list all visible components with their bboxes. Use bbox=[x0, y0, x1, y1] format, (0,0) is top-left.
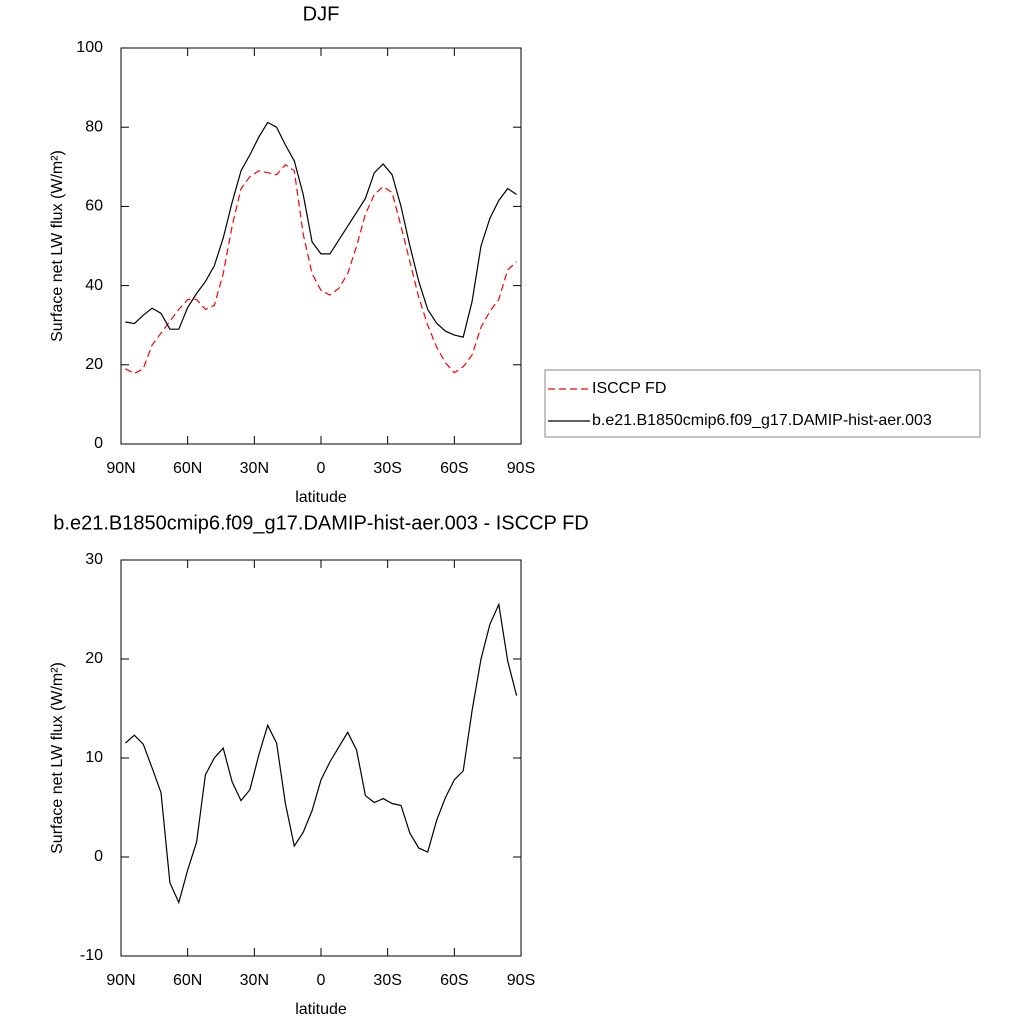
x-tick-label: 0 bbox=[317, 972, 326, 989]
legend-label: b.e21.B1850cmip6.f09_g17.DAMIP-hist-aer.… bbox=[592, 412, 932, 429]
y-tick-label: -10 bbox=[80, 947, 103, 964]
y-tick-label: 100 bbox=[76, 39, 103, 56]
y-tick-label: 20 bbox=[85, 650, 103, 667]
x-axis-label: latitude bbox=[295, 1001, 347, 1018]
x-tick-label: 60N bbox=[173, 972, 202, 989]
x-tick-label: 90N bbox=[106, 460, 135, 477]
x-tick-label: 30S bbox=[373, 972, 401, 989]
x-tick-label: 60N bbox=[173, 460, 202, 477]
data-line bbox=[125, 602, 518, 905]
y-axis-label: Surface net LW flux (W/m²) bbox=[49, 150, 66, 342]
y-tick-label: 80 bbox=[85, 118, 103, 135]
x-tick-label: 60S bbox=[440, 972, 468, 989]
x-tick-label: 30S bbox=[373, 460, 401, 477]
x-tick-label: 0 bbox=[317, 460, 326, 477]
legend-box bbox=[544, 369, 981, 438]
chart-title: DJF bbox=[303, 3, 340, 25]
x-tick-label: 30N bbox=[240, 460, 269, 477]
legend-label: ISCCP FD bbox=[592, 380, 666, 397]
y-tick-label: 0 bbox=[94, 848, 103, 865]
y-tick-label: 20 bbox=[85, 356, 103, 373]
x-tick-label: 90S bbox=[507, 972, 535, 989]
plot-frame bbox=[120, 47, 522, 445]
y-tick-label: 40 bbox=[85, 277, 103, 294]
y-axis-label: Surface net LW flux (W/m²) bbox=[49, 662, 66, 854]
x-tick-label: 90N bbox=[106, 972, 135, 989]
y-tick-label: 30 bbox=[85, 551, 103, 568]
x-tick-label: 90S bbox=[507, 460, 535, 477]
chart-title: b.e21.B1850cmip6.f09_g17.DAMIP-hist-aer.… bbox=[53, 512, 588, 534]
data-line bbox=[125, 121, 517, 338]
y-tick-label: 10 bbox=[85, 749, 103, 766]
x-axis-label: latitude bbox=[295, 489, 347, 506]
x-tick-label: 30N bbox=[240, 972, 269, 989]
y-tick-label: 0 bbox=[94, 435, 103, 452]
data-line bbox=[125, 164, 518, 375]
x-tick-label: 60S bbox=[440, 460, 468, 477]
y-tick-label: 60 bbox=[85, 198, 103, 215]
